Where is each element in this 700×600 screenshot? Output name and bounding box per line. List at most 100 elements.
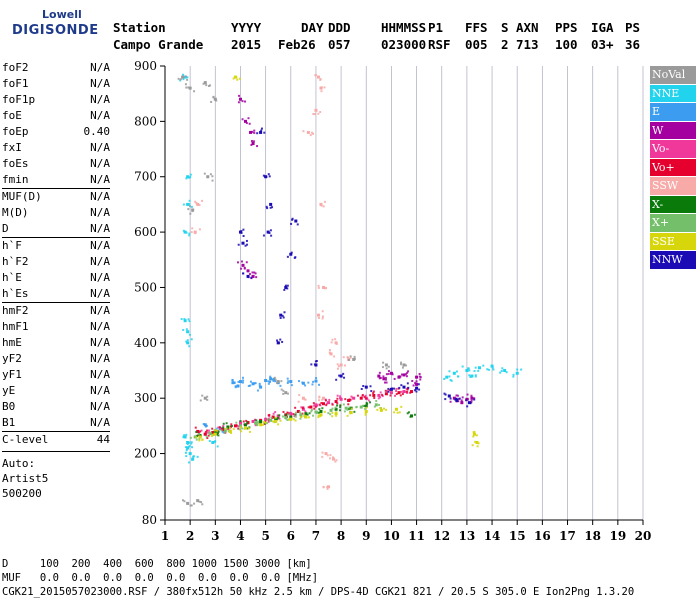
- data-speckle: [186, 339, 189, 342]
- data-speckle: [183, 500, 186, 503]
- data-speckle: [250, 143, 253, 146]
- data-point-noval: [206, 175, 210, 179]
- data-speckle: [301, 407, 304, 410]
- data-speckle: [222, 431, 225, 434]
- param-name: yE: [2, 384, 16, 397]
- header-label: P1: [428, 20, 444, 35]
- data-speckle: [320, 90, 323, 93]
- data-speckle: [512, 373, 515, 376]
- data-speckle: [334, 460, 337, 463]
- data-speckle: [373, 405, 376, 408]
- param-name: foF1p: [2, 93, 36, 106]
- data-point-vo-: [296, 409, 300, 413]
- data-speckle: [364, 412, 367, 415]
- header-label: PPS: [555, 20, 578, 35]
- param-row: B0 N/A: [2, 399, 110, 415]
- data-speckle: [393, 394, 396, 397]
- x-tick-label: 18: [584, 529, 601, 543]
- param-row: foEs N/A: [2, 156, 110, 172]
- data-speckle: [294, 256, 297, 259]
- data-speckle: [286, 381, 289, 384]
- data-speckle: [329, 413, 332, 416]
- param-value: 0.40: [83, 125, 111, 138]
- data-speckle: [209, 173, 212, 176]
- data-point-x-: [289, 415, 293, 419]
- data-speckle: [207, 434, 210, 437]
- param-name: fmin: [2, 173, 29, 186]
- data-speckle: [280, 388, 283, 391]
- data-speckle: [325, 404, 328, 407]
- data-speckle: [213, 429, 216, 432]
- data-speckle: [199, 433, 202, 436]
- data-point-nne: [490, 364, 494, 368]
- param-row: B1 N/A: [2, 415, 110, 431]
- data-speckle: [393, 377, 396, 380]
- data-speckle: [196, 455, 199, 458]
- data-speckle: [310, 363, 313, 366]
- data-point-ssw: [316, 75, 320, 79]
- data-speckle: [291, 217, 294, 220]
- data-point-nnw: [402, 385, 406, 389]
- data-speckle: [181, 499, 184, 502]
- data-point-ssw: [327, 485, 331, 489]
- y-tick-label: 300: [134, 391, 157, 405]
- data-speckle: [202, 423, 205, 426]
- data-speckle: [183, 318, 186, 321]
- header-value: 100: [555, 37, 578, 52]
- data-speckle: [372, 392, 375, 395]
- data-speckle: [253, 131, 256, 134]
- header-value: RSF: [428, 37, 451, 52]
- data-speckle: [444, 398, 447, 401]
- data-point-sse: [379, 408, 383, 412]
- data-speckle: [387, 387, 390, 390]
- param-value: N/A: [90, 109, 110, 122]
- header-value: 03+: [591, 37, 614, 52]
- param-row: yE N/A: [2, 383, 110, 399]
- data-speckle: [224, 427, 227, 430]
- data-speckle: [474, 366, 477, 369]
- data-speckle: [256, 389, 259, 392]
- param-value: N/A: [90, 271, 110, 284]
- data-point-nne: [188, 452, 192, 456]
- data-point-x-: [329, 408, 333, 412]
- param-name: fxI: [2, 141, 22, 154]
- data-speckle: [188, 320, 191, 323]
- data-point-noval: [352, 357, 356, 361]
- data-point-x-: [299, 413, 303, 417]
- data-speckle: [362, 384, 365, 387]
- data-speckle: [304, 398, 307, 401]
- data-speckle: [342, 403, 345, 406]
- data-speckle: [409, 391, 412, 394]
- data-speckle: [189, 212, 192, 215]
- data-speckle: [329, 457, 332, 460]
- data-point-nne: [186, 175, 190, 179]
- data-speckle: [269, 206, 272, 209]
- data-speckle: [449, 379, 452, 382]
- data-speckle: [379, 396, 382, 399]
- data-speckle: [391, 387, 394, 390]
- data-point-nne: [445, 375, 449, 379]
- data-speckle: [238, 77, 241, 80]
- data-speckle: [399, 375, 402, 378]
- data-point-noval: [191, 208, 195, 212]
- data-speckle: [336, 397, 339, 400]
- data-speckle: [188, 203, 191, 206]
- param-name: M(D): [2, 206, 29, 219]
- data-speckle: [247, 427, 250, 430]
- data-speckle: [295, 411, 298, 414]
- data-speckle: [384, 376, 387, 379]
- data-speckle: [393, 411, 396, 414]
- data-speckle: [314, 405, 317, 408]
- data-speckle: [256, 132, 259, 135]
- data-speckle: [407, 386, 410, 389]
- param-name: foEp: [2, 125, 29, 138]
- param-name: B1: [2, 416, 16, 429]
- data-speckle: [197, 431, 200, 434]
- data-speckle: [267, 420, 270, 423]
- param-value: N/A: [90, 157, 110, 170]
- param-separator: [2, 431, 110, 432]
- data-speckle: [384, 381, 387, 384]
- data-point-ssw: [314, 108, 318, 112]
- data-speckle: [248, 122, 251, 125]
- auto-note: Auto:: [2, 457, 36, 470]
